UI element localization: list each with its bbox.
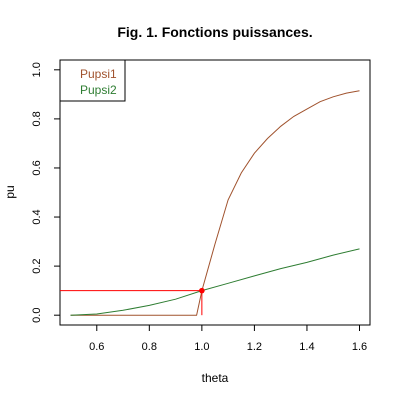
legend-box — [59, 59, 126, 102]
plot-frame — [59, 59, 371, 326]
x-tick-label: 1.6 — [352, 341, 367, 353]
y-tick-label: 1.0 — [31, 62, 43, 77]
legend: Pupsi1 Pupsi2 — [59, 59, 126, 102]
y-axis: 0.0 0.2 0.4 0.6 0.8 1.0 — [31, 62, 60, 323]
reference-point-marker — [199, 287, 205, 294]
x-axis: 0.6 0.8 1.0 1.2 1.4 1.6 — [89, 325, 367, 353]
y-tick-label: 0.2 — [31, 258, 43, 273]
y-tick-label: 0.4 — [31, 209, 43, 224]
reference-lines — [60, 290, 203, 316]
x-axis-label: theta — [202, 371, 229, 385]
x-tick-label: 1.2 — [247, 341, 262, 353]
y-tick-label: 0.0 — [31, 308, 43, 323]
x-tick-label: 0.6 — [89, 341, 104, 353]
legend-entry-pupsi1: Pupsi1 — [80, 67, 117, 81]
series-layer — [70, 90, 360, 316]
y-axis-label: pu — [3, 185, 17, 198]
legend-entry-pupsi2: Pupsi2 — [80, 83, 117, 97]
series-line-pupsi2 — [70, 248, 360, 316]
chart-title: Fig. 1. Fonctions puissances. — [117, 24, 312, 40]
series-line-pupsi1 — [70, 90, 360, 316]
x-tick-label: 1.0 — [194, 341, 209, 353]
y-tick-label: 0.6 — [31, 160, 43, 175]
x-tick-label: 0.8 — [142, 341, 157, 353]
y-tick-label: 0.8 — [31, 111, 43, 126]
x-tick-label: 1.4 — [299, 341, 314, 353]
